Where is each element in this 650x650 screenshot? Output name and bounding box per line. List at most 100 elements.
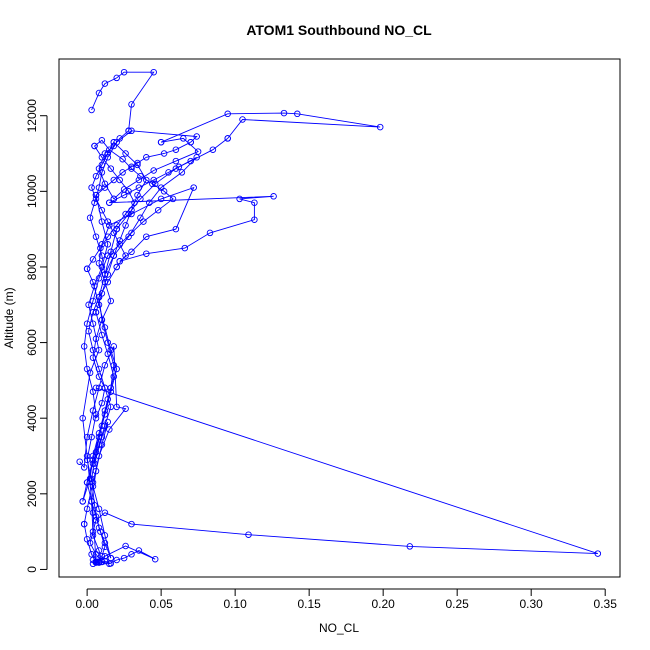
y-tick-label: 2000	[25, 480, 39, 507]
data-point	[172, 165, 180, 172]
series-line	[89, 421, 109, 563]
data-point	[224, 135, 231, 142]
y-tick-label: 10000	[25, 174, 39, 208]
data-point	[89, 460, 97, 467]
data-point	[119, 169, 126, 176]
data-point	[134, 159, 141, 167]
data-point	[406, 543, 414, 550]
data-point	[172, 225, 180, 233]
x-tick-label: 0.05	[149, 597, 173, 611]
series-line	[86, 145, 136, 270]
data-point	[128, 165, 135, 172]
x-tick-label: 0.20	[371, 597, 395, 611]
data-point	[104, 233, 112, 240]
series-line	[109, 186, 195, 262]
series-line	[91, 71, 155, 131]
data-point	[150, 68, 157, 76]
data-point	[97, 528, 104, 535]
data-point	[98, 169, 106, 176]
data-point	[88, 184, 95, 191]
data-point	[110, 229, 118, 237]
series-line	[83, 524, 156, 565]
data-point	[116, 237, 123, 244]
data-point	[89, 556, 97, 564]
data-point	[116, 176, 123, 184]
data-point	[98, 399, 106, 407]
data-point	[157, 195, 165, 203]
data-point	[104, 271, 112, 278]
data-point	[88, 475, 95, 482]
data-point	[236, 195, 243, 203]
data-point	[101, 543, 109, 551]
x-tick-label: 0.35	[594, 597, 618, 611]
y-tick-label: 8000	[25, 253, 39, 280]
data-point	[270, 193, 277, 200]
data-point	[88, 433, 95, 441]
data-point	[172, 146, 180, 153]
data-point	[116, 258, 123, 265]
data-point	[594, 550, 602, 557]
data-point	[149, 180, 156, 188]
data-point	[135, 176, 143, 184]
data-point	[150, 167, 157, 174]
data-point	[83, 456, 91, 464]
data-point	[89, 532, 97, 539]
data-point	[104, 278, 112, 286]
data-point	[92, 195, 100, 203]
data-point	[92, 233, 100, 240]
data-point	[101, 384, 109, 392]
data-point	[206, 229, 214, 237]
data-point	[101, 509, 109, 516]
data-point	[122, 252, 129, 259]
data-point	[120, 68, 128, 76]
data-point	[86, 214, 94, 222]
data-point	[89, 297, 97, 305]
series-line	[82, 195, 109, 562]
data-point	[178, 169, 186, 176]
data-point	[190, 184, 197, 191]
data-point	[172, 157, 180, 165]
data-point	[88, 498, 95, 505]
data-point	[224, 110, 231, 118]
data-point	[113, 556, 120, 564]
data-point	[98, 161, 106, 169]
x-tick-label: 0.30	[520, 597, 544, 611]
data-point	[239, 116, 246, 123]
data-point	[106, 222, 113, 229]
data-point	[89, 346, 97, 354]
x-tick-label: 0.00	[75, 597, 99, 611]
y-tick-label: 6000	[25, 329, 39, 356]
data-point	[91, 142, 98, 150]
data-point	[154, 206, 162, 214]
series-line	[83, 255, 112, 559]
data-point	[76, 458, 83, 465]
series-line	[160, 112, 381, 143]
data-point	[134, 161, 141, 169]
data-point	[187, 138, 194, 146]
data-point	[106, 199, 113, 206]
data-point	[98, 154, 106, 161]
data-point	[122, 150, 129, 157]
series-line	[109, 195, 274, 262]
data-point	[98, 206, 106, 214]
data-point	[95, 524, 103, 532]
y-tick-label: 4000	[25, 405, 39, 432]
data-point	[160, 150, 168, 157]
y-axis-label: Altitude (m)	[2, 287, 16, 348]
data-point	[101, 422, 109, 430]
data-point	[146, 199, 153, 206]
data-point	[101, 180, 109, 188]
data-point	[110, 138, 118, 146]
data-point	[110, 373, 118, 380]
data-point	[85, 327, 92, 335]
data-point	[280, 109, 288, 117]
series-layer	[76, 68, 602, 568]
data-point	[150, 176, 157, 184]
data-point	[95, 558, 103, 566]
data-point	[376, 123, 384, 131]
data-point	[143, 154, 150, 161]
data-point	[83, 535, 91, 543]
series-line	[89, 130, 198, 275]
y-tick-label: 12000	[25, 99, 39, 133]
